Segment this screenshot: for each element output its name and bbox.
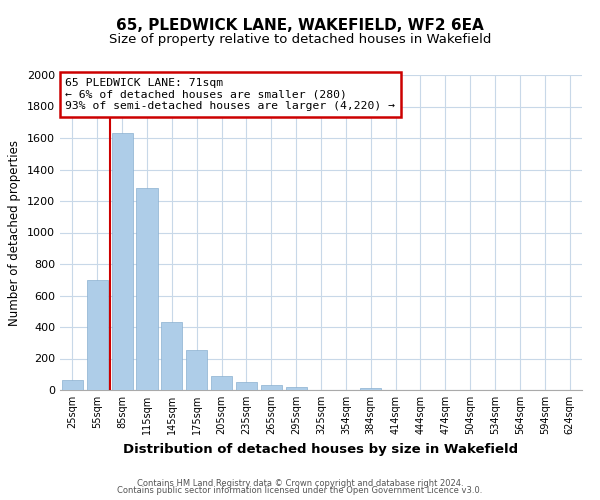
Bar — [286, 386, 307, 390]
Bar — [360, 388, 381, 390]
Text: Size of property relative to detached houses in Wakefield: Size of property relative to detached ho… — [109, 32, 491, 46]
Bar — [112, 134, 133, 390]
Bar — [136, 188, 158, 390]
Text: 65, PLEDWICK LANE, WAKEFIELD, WF2 6EA: 65, PLEDWICK LANE, WAKEFIELD, WF2 6EA — [116, 18, 484, 32]
Y-axis label: Number of detached properties: Number of detached properties — [8, 140, 22, 326]
Bar — [211, 376, 232, 390]
Bar — [62, 380, 83, 390]
Bar — [161, 322, 182, 390]
Text: Contains HM Land Registry data © Crown copyright and database right 2024.: Contains HM Land Registry data © Crown c… — [137, 478, 463, 488]
Text: 65 PLEDWICK LANE: 71sqm
← 6% of detached houses are smaller (280)
93% of semi-de: 65 PLEDWICK LANE: 71sqm ← 6% of detached… — [65, 78, 395, 112]
Bar — [87, 280, 108, 390]
Bar — [186, 350, 207, 390]
Bar — [261, 386, 282, 390]
Text: Contains public sector information licensed under the Open Government Licence v3: Contains public sector information licen… — [118, 486, 482, 495]
Bar — [236, 382, 257, 390]
X-axis label: Distribution of detached houses by size in Wakefield: Distribution of detached houses by size … — [124, 442, 518, 456]
